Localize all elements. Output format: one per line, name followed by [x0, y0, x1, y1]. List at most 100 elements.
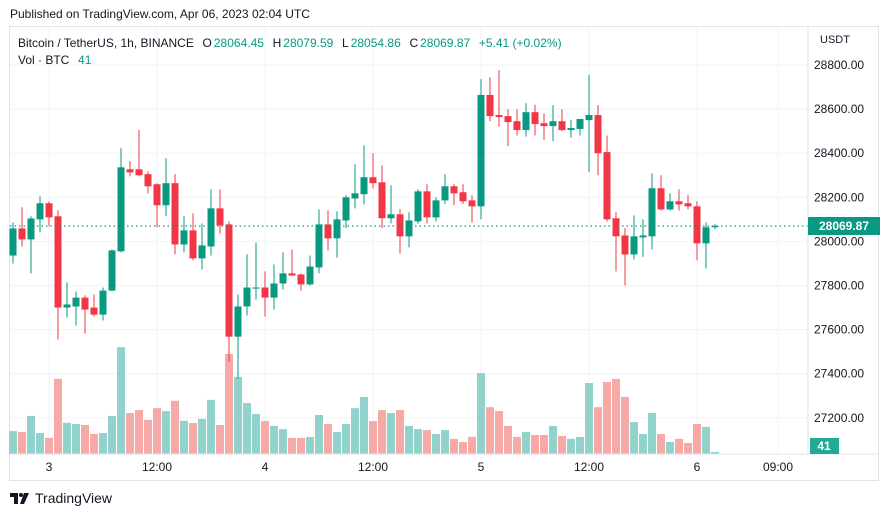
candle-body — [9, 228, 17, 256]
candle-body — [279, 273, 287, 284]
ohlc-row: Bitcoin / TetherUS, 1h, BINANCE O 28064.4… — [18, 35, 564, 52]
candle-body — [594, 115, 602, 154]
volume-bar — [90, 434, 98, 454]
volume-bar — [117, 347, 125, 454]
candle-body — [225, 224, 233, 337]
candle-body — [270, 283, 278, 298]
candle-body — [684, 203, 692, 207]
time-tick-label: 12:00 — [358, 460, 388, 474]
candle-body — [234, 306, 242, 337]
volume-bar — [18, 432, 26, 454]
volume-bar — [81, 424, 89, 454]
candle-body — [486, 94, 494, 117]
volume-bar — [657, 434, 665, 454]
volume-bar — [261, 421, 269, 454]
volume-bar — [315, 414, 323, 454]
time-tick-label: 5 — [478, 460, 485, 474]
volume-bar — [324, 424, 332, 454]
volume-bar — [441, 430, 449, 454]
candle-body — [72, 297, 80, 307]
volume-bar — [387, 413, 395, 454]
volume-bar — [189, 423, 197, 454]
candle-body — [207, 208, 215, 247]
volume-bar — [216, 424, 224, 454]
volume-bar — [108, 415, 116, 454]
candle-body — [639, 235, 647, 238]
price-tick-label: 27400.00 — [814, 367, 864, 381]
candle-body — [549, 121, 557, 127]
time-tick-label: 6 — [694, 460, 701, 474]
volume-bar — [198, 418, 206, 454]
high-value: 28079.59 — [283, 36, 334, 50]
low-value: 28054.86 — [350, 36, 401, 50]
volume-bar — [378, 410, 386, 454]
last-volume-label: 41 — [817, 439, 831, 453]
candle-body — [576, 119, 584, 129]
volume-bar — [549, 425, 557, 454]
volume-bar — [279, 429, 287, 454]
change-value: +5.41 (+0.02%) — [478, 36, 562, 50]
candle-body — [261, 287, 269, 298]
volume-bar — [297, 437, 305, 454]
candle-body — [414, 191, 422, 222]
candle-body — [711, 225, 719, 228]
candle-body — [702, 227, 710, 244]
candle-body — [423, 191, 431, 218]
candle-body — [162, 183, 170, 206]
candle-body — [117, 167, 125, 252]
volume-bars — [9, 347, 719, 454]
published-caption: Published on TradingView.com, Apr 06, 20… — [10, 7, 310, 21]
candles — [9, 70, 719, 379]
open-label: O — [202, 36, 212, 50]
volume-bar — [459, 442, 467, 454]
candle-body — [324, 224, 332, 239]
volume-bar — [180, 420, 188, 454]
candle-body — [450, 186, 458, 194]
candle-body — [603, 152, 611, 220]
volume-bar — [225, 354, 233, 454]
volume-bar — [504, 425, 512, 454]
tradingview-brand[interactable]: TradingView — [10, 490, 112, 506]
candle-body — [405, 220, 413, 237]
volume-bar — [9, 431, 17, 454]
brand-name: TradingView — [35, 490, 113, 506]
symbol-title[interactable]: Bitcoin / TetherUS, 1h, BINANCE — [18, 36, 194, 50]
volume-bar — [144, 419, 152, 454]
candle-body — [216, 208, 224, 226]
volume-bar — [396, 410, 404, 454]
candle-body — [387, 214, 395, 219]
volume-bar — [405, 425, 413, 454]
volume-bar — [36, 433, 44, 454]
candle-body — [459, 192, 467, 202]
volume-bar — [468, 436, 476, 454]
price-tick-label: 27600.00 — [814, 323, 864, 337]
tradingview-logo-icon — [10, 492, 29, 504]
candle-body — [171, 183, 179, 245]
volume-bar — [63, 422, 71, 454]
candle-body — [441, 186, 449, 201]
candle-body — [36, 203, 44, 220]
volume-bar — [369, 421, 377, 454]
candle-body — [396, 214, 404, 237]
time-axis: 3 12:00 4 12:00 5 12:00 6 09:00 — [46, 460, 794, 474]
price-tick-label: 28400.00 — [814, 146, 864, 160]
volume-bar — [567, 438, 575, 454]
price-axis-currency: USDT — [820, 34, 850, 46]
candle-body — [315, 224, 323, 268]
candle-body — [99, 290, 107, 315]
volume-label: Vol · BTC — [18, 53, 70, 67]
volume-bar — [639, 434, 647, 454]
volume-bar — [495, 411, 503, 454]
time-tick-label: 4 — [262, 460, 269, 474]
volume-bar — [630, 422, 638, 454]
candle-body — [189, 230, 197, 259]
volume-bar — [585, 383, 593, 454]
volume-bar — [126, 413, 134, 454]
volume-bar — [477, 373, 485, 454]
candle-body — [153, 184, 161, 206]
candle-body — [108, 250, 116, 291]
volume-bar — [432, 434, 440, 454]
volume-bar — [162, 411, 170, 454]
volume-bar — [612, 378, 620, 454]
